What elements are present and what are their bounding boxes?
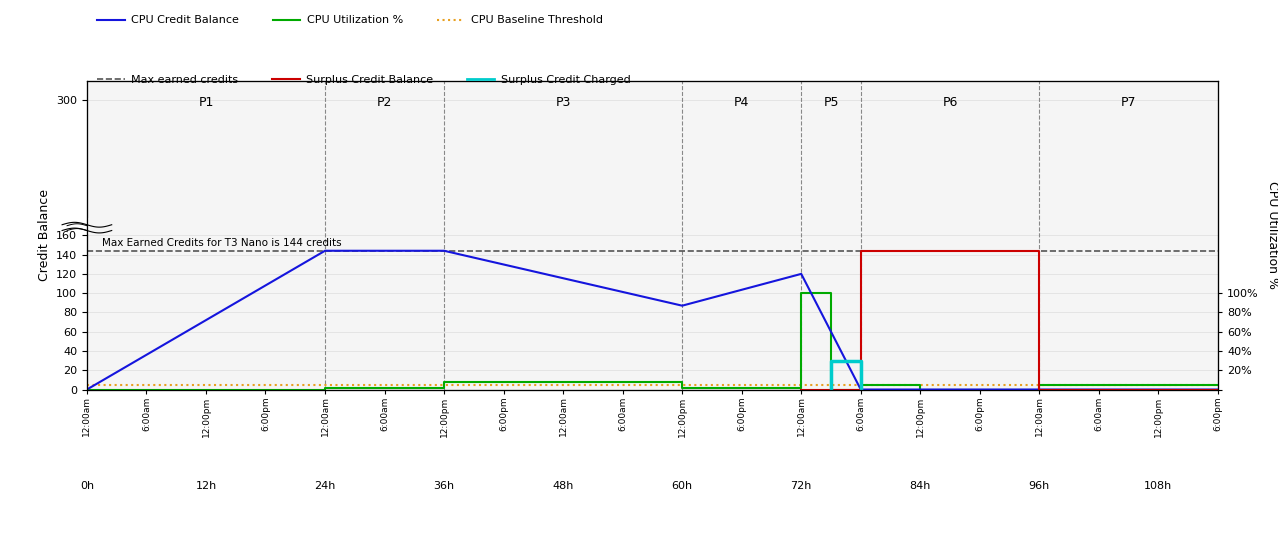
Text: 12h: 12h xyxy=(196,481,216,491)
Text: 60h: 60h xyxy=(672,481,693,491)
Y-axis label: Credit Balance: Credit Balance xyxy=(37,189,51,281)
Text: P5: P5 xyxy=(823,96,838,109)
Text: P7: P7 xyxy=(1121,96,1136,109)
Text: 24h: 24h xyxy=(314,481,336,491)
Text: P2: P2 xyxy=(377,96,392,109)
Text: 36h: 36h xyxy=(433,481,455,491)
Text: 84h: 84h xyxy=(910,481,930,491)
Legend: Max earned credits, Surplus Credit Balance, Surplus Credit Charged: Max earned credits, Surplus Credit Balan… xyxy=(92,70,635,89)
Text: P6: P6 xyxy=(942,96,957,109)
Text: 108h: 108h xyxy=(1144,481,1172,491)
Text: 0h: 0h xyxy=(79,481,95,491)
Text: P3: P3 xyxy=(556,96,571,109)
Text: 96h: 96h xyxy=(1029,481,1051,491)
Text: Max Earned Credits for T3 Nano is 144 credits: Max Earned Credits for T3 Nano is 144 cr… xyxy=(102,238,341,248)
Text: P4: P4 xyxy=(734,96,749,109)
Text: P1: P1 xyxy=(198,96,213,109)
Y-axis label: CPU Utilization %: CPU Utilization % xyxy=(1266,181,1278,289)
Legend: CPU Credit Balance, CPU Utilization %, CPU Baseline Threshold: CPU Credit Balance, CPU Utilization %, C… xyxy=(92,11,607,30)
Text: 48h: 48h xyxy=(552,481,574,491)
Text: 72h: 72h xyxy=(791,481,812,491)
